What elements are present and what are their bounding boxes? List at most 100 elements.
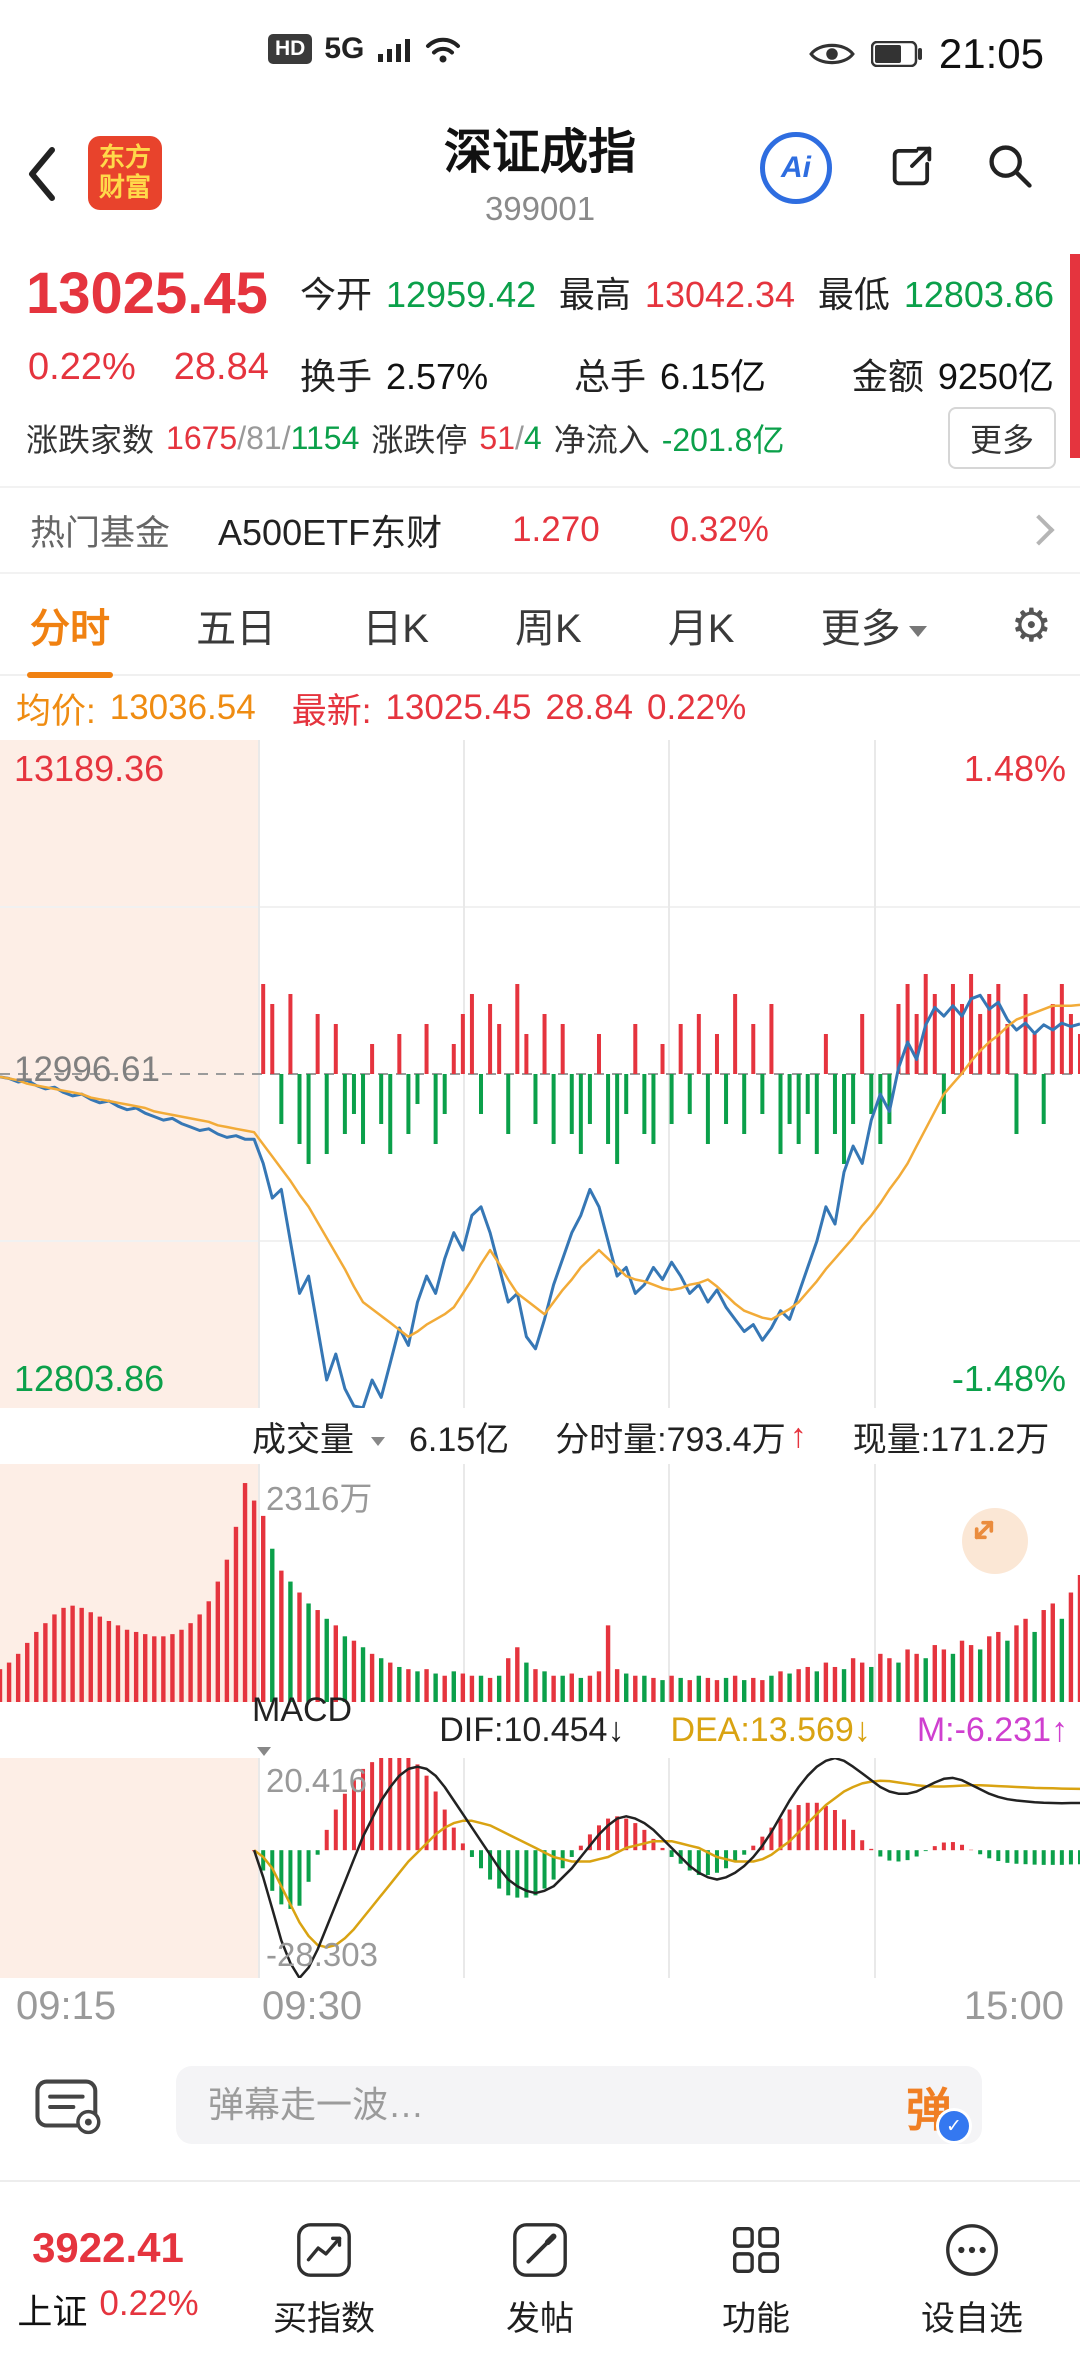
macd-header: MACD DIF:10.454↓ DEA:13.569↓ M:-6.231↑ [0, 1691, 1080, 1758]
last-label: 最新: [291, 691, 372, 731]
change-percent: 0.22% [28, 346, 136, 388]
current-volume: 现量:171.2万 [852, 1420, 1050, 1459]
chart-tab-bar: 分时 五日 日K 周K 月K 更多 ⚙ [0, 576, 1080, 676]
back-chevron-icon [29, 147, 55, 201]
intraday-chart[interactable]: 13189.36 1.48% 12996.61 12803.86 -1.48% [0, 740, 1080, 1408]
buy-index-icon [297, 2222, 351, 2277]
expand-icon [974, 1520, 994, 1540]
arrow-up-icon: ↑ [789, 1416, 807, 1455]
stock-code: 399001 [484, 190, 596, 227]
caret-down-icon [908, 625, 927, 637]
fund-name: A500ETF东财 [218, 512, 443, 553]
change-amount: 28.84 [173, 346, 269, 388]
dif-value: DIF:10.454↓ [439, 1710, 625, 1749]
chevron-right-icon [1023, 514, 1055, 546]
breadth-values: 1675/81/1154 [166, 419, 360, 456]
avg-label: 均价: [16, 691, 96, 731]
clock-time: 21:05 [938, 30, 1044, 77]
sh-index-value: 3922.41 [32, 2223, 184, 2271]
back-button[interactable] [22, 142, 62, 211]
macd-selector[interactable]: MACD [252, 1691, 393, 1769]
sh-index-name: 上证 [17, 2292, 88, 2332]
wifi-icon [426, 37, 461, 63]
nav-index-summary[interactable]: 3922.41 上证 0.22% [0, 2224, 216, 2335]
chart-settings-button[interactable]: ⚙ [1010, 598, 1052, 652]
last-value: 13025.45 [385, 688, 532, 727]
chart-min-label: 12803.86 [14, 1358, 165, 1399]
time-axis-open: 09:30 [262, 1984, 363, 2028]
watchlist-ellipsis-icon [946, 2223, 998, 2276]
fund-price: 1.270 [512, 510, 600, 549]
volume-max-label: 2316万 [266, 1480, 373, 1517]
tab-monthly-k[interactable]: 月K [667, 607, 735, 651]
page-title: 深证成指 [443, 126, 636, 179]
volume-total: 6.15亿 [409, 1420, 510, 1459]
volume-header: 成交量 6.15亿 分时量:793.4万 ↑ 现量:171.2万 [0, 1408, 1080, 1464]
search-button[interactable] [984, 140, 1036, 197]
open-label: 今开 [300, 274, 373, 315]
hot-fund-row[interactable]: 热门基金 A500ETF东财 1.270 0.32% [0, 486, 1080, 574]
caret-down-icon [257, 1746, 271, 1756]
share-button[interactable] [886, 140, 938, 197]
tab-intraday[interactable]: 分时 [28, 572, 112, 678]
avg-value: 13036.54 [109, 688, 256, 727]
nav-post[interactable]: 发帖 [432, 2219, 648, 2340]
bottom-nav: 3922.41 上证 0.22% 买指数 发帖 [0, 2180, 1080, 2376]
price-info-line: 均价: 13036.54 最新: 13025.45 28.84 0.22% [0, 678, 1080, 738]
macd-min-label: -28.303 [266, 1936, 378, 1973]
network-type-label: 5G [324, 32, 365, 65]
danmaku-settings-button[interactable] [34, 2074, 108, 2145]
macd-max-label: 20.416 [266, 1762, 367, 1799]
status-bar: HD 5G 21:05 [0, 0, 1080, 100]
tab-more[interactable]: 更多 [819, 572, 929, 678]
ai-assistant-button[interactable]: Ai [760, 132, 832, 204]
comment-input[interactable] [206, 2074, 810, 2136]
dea-value: DEA:13.569↓ [670, 1710, 871, 1749]
stats-row-1: 今开 12959.42 最高 13042.34 最低 12803.86 [300, 266, 1054, 318]
macd-chart-svg [252, 1758, 1080, 1978]
signal-icon [378, 39, 411, 62]
nav-add-watchlist[interactable]: 设自选 [864, 2219, 1080, 2340]
expand-chart-button[interactable] [962, 1508, 1028, 1574]
chart-max-label: 13189.36 [14, 748, 165, 789]
post-pencil-icon [513, 2222, 567, 2277]
comment-bar: 弹 ✓ [0, 2052, 1080, 2164]
volume-selector[interactable]: 成交量 [252, 1412, 397, 1461]
battery-icon [870, 41, 922, 67]
tab-daily-k[interactable]: 日K [362, 607, 429, 651]
accent-strip [1070, 254, 1080, 458]
nav-label: 买指数 [273, 2299, 375, 2338]
header: 东方 财富 深证成指 399001 Ai [0, 100, 1080, 248]
search-icon [989, 145, 1032, 188]
fund-percent: 0.32% [669, 510, 769, 549]
volume-chart[interactable]: 2316万 [0, 1464, 1080, 1702]
comment-input-pill: 弹 ✓ [176, 2066, 982, 2144]
high-label: 最高 [558, 274, 631, 315]
time-axis-end: 15:00 [963, 1984, 1064, 2028]
amount-value: 9250亿 [937, 356, 1054, 397]
last-price: 13025.45 [26, 261, 268, 326]
breadth-label: 涨跌家数 [26, 422, 155, 458]
inflow-label: 净流入 [553, 422, 650, 458]
time-axis: 09:15 09:30 15:00 [0, 1978, 1080, 2034]
nav-label: 功能 [722, 2299, 790, 2338]
macd-chart[interactable]: 20.416 -28.303 [0, 1758, 1080, 1978]
caret-down-icon [371, 1437, 385, 1447]
nav-buy-index[interactable]: 买指数 [216, 2219, 432, 2340]
logo-text-top: 东方 [98, 142, 151, 173]
fund-label: 热门基金 [30, 513, 171, 553]
danmaku-icon [35, 2079, 101, 2135]
tab-5day[interactable]: 五日 [196, 607, 277, 651]
more-stats-button[interactable]: 更多 [947, 407, 1056, 469]
tab-weekly-k[interactable]: 周K [515, 607, 582, 651]
turnover-label: 换手 [300, 356, 373, 397]
nav-label: 发帖 [506, 2299, 574, 2338]
eastmoney-logo[interactable]: 东方 财富 [88, 136, 162, 210]
nav-functions[interactable]: 功能 [648, 2219, 864, 2340]
chart-min-percent: -1.48% [951, 1358, 1066, 1399]
send-danmaku-button[interactable]: 弹 ✓ [906, 2074, 972, 2144]
low-label: 最低 [817, 274, 890, 315]
share-icon [892, 146, 932, 186]
nav-label: 设自选 [921, 2299, 1023, 2338]
